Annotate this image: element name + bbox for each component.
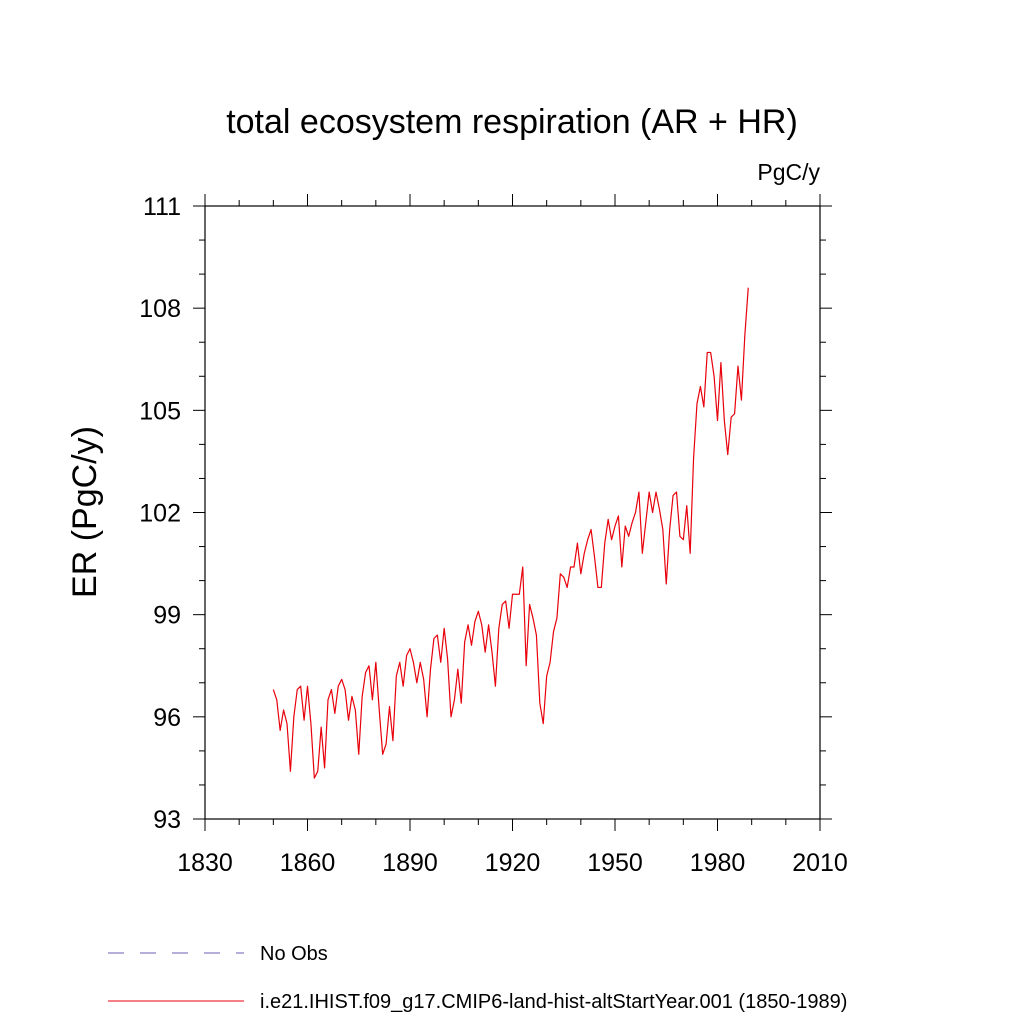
- y-tick-label: 105: [139, 397, 181, 425]
- tick-labels: 1830 1860 1890 1920 1950 1980 2010 93 96 99 102 105…: [139, 193, 848, 877]
- plot-area: [272, 287, 749, 779]
- tick-marks: [193, 194, 832, 831]
- legend-label-no-obs: No Obs: [260, 943, 328, 965]
- chart-title: total ecosystem respiration (AR + HR): [226, 103, 798, 141]
- x-tick-label: 1860: [280, 849, 336, 877]
- x-tick-label: 1830: [177, 849, 233, 877]
- units-label: PgC/y: [757, 159, 820, 185]
- y-tick-label: 96: [153, 704, 181, 732]
- y-tick-label: 102: [139, 500, 181, 528]
- y-tick-label: 99: [153, 602, 181, 630]
- legend: No Obs i.e21.IHIST.f09_g17.CMIP6-land-his…: [108, 943, 847, 1013]
- y-tick-label: 111: [143, 193, 181, 221]
- y-axis-label: ER (PgC/y): [66, 426, 104, 598]
- legend-label-model: i.e21.IHIST.f09_g17.CMIP6-land-hist-altS…: [260, 991, 847, 1013]
- x-tick-label: 2010: [792, 849, 848, 877]
- x-tick-label: 1920: [485, 849, 541, 877]
- x-tick-label: 1890: [382, 849, 438, 877]
- plot-frame: [204, 205, 821, 820]
- series-line-model: [272, 287, 749, 779]
- y-tick-label: 93: [153, 806, 181, 834]
- y-tick-label: 108: [139, 295, 181, 323]
- x-tick-label: 1950: [587, 849, 643, 877]
- x-tick-label: 1980: [690, 849, 746, 877]
